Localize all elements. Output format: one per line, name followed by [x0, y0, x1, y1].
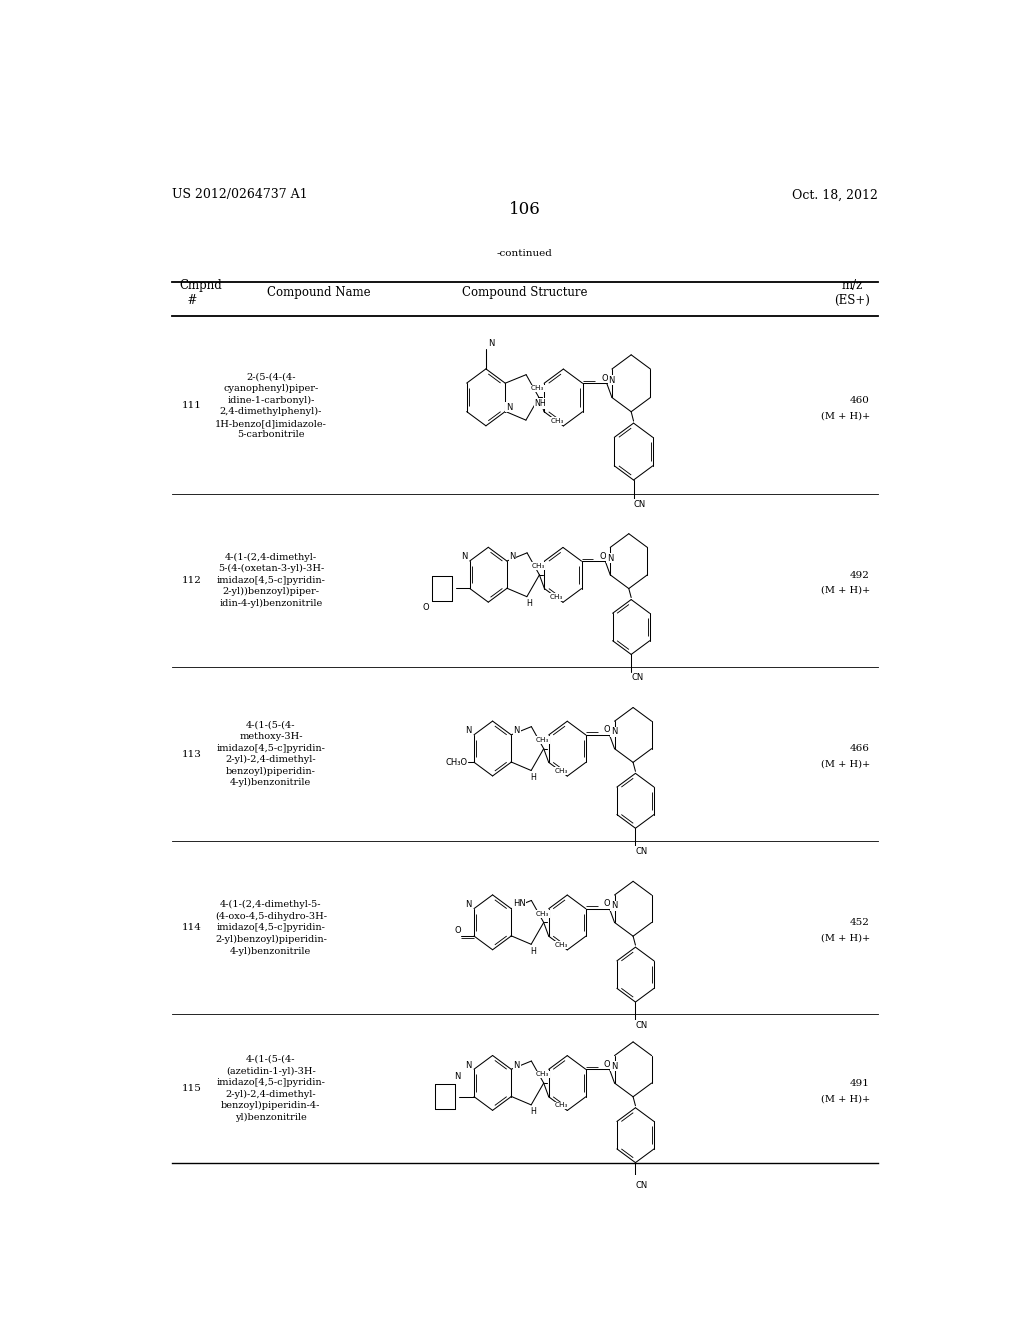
Text: (M + H)+: (M + H)+ — [821, 412, 870, 421]
Text: 4-(1-(5-(4-
methoxy-3H-
imidazo[4,5-c]pyridin-
2-yl)-2,4-dimethyl-
benzoyl)piper: 4-(1-(5-(4- methoxy-3H- imidazo[4,5-c]py… — [216, 721, 326, 788]
Text: CH₃: CH₃ — [550, 418, 563, 424]
Text: CH₃: CH₃ — [550, 594, 563, 601]
Text: H: H — [530, 774, 537, 783]
Text: O: O — [422, 603, 429, 611]
Text: N: N — [608, 376, 614, 384]
Text: 452: 452 — [850, 919, 870, 927]
Text: CN: CN — [636, 1181, 648, 1191]
Text: N: N — [513, 900, 520, 909]
Text: CH₃O: CH₃O — [445, 758, 468, 767]
Text: 491: 491 — [850, 1078, 870, 1088]
Text: Compound Name: Compound Name — [267, 286, 371, 300]
Text: US 2012/0264737 A1: US 2012/0264737 A1 — [172, 189, 307, 202]
Text: N: N — [513, 726, 520, 735]
Text: O: O — [601, 374, 607, 383]
Text: NH: NH — [535, 399, 547, 408]
Text: N: N — [454, 1072, 461, 1081]
Text: CN: CN — [636, 847, 648, 857]
Text: N: N — [465, 1061, 472, 1069]
Text: N: N — [611, 1061, 617, 1071]
Text: 115: 115 — [181, 1084, 202, 1093]
Text: CN: CN — [634, 500, 646, 508]
Text: N: N — [465, 900, 472, 909]
Text: Oct. 18, 2012: Oct. 18, 2012 — [793, 189, 878, 202]
Text: O: O — [599, 552, 606, 561]
Text: O: O — [604, 899, 610, 908]
Text: N: N — [488, 339, 495, 347]
Text: HN: HN — [513, 899, 525, 908]
Text: 2-(5-(4-(4-
cyanophenyl)piper-
idine-1-carbonyl)-
2,4-dimethylphenyl)-
1H-benzo[: 2-(5-(4-(4- cyanophenyl)piper- idine-1-c… — [215, 372, 327, 440]
Text: (M + H)+: (M + H)+ — [821, 586, 870, 595]
Text: CN: CN — [636, 1020, 648, 1030]
Text: CH₃: CH₃ — [554, 1102, 567, 1109]
Text: CH₃: CH₃ — [531, 385, 545, 391]
Text: N: N — [461, 553, 467, 561]
Text: H: H — [526, 599, 532, 609]
Text: (M + H)+: (M + H)+ — [821, 1094, 870, 1104]
Text: N: N — [509, 553, 516, 561]
Text: O: O — [604, 1060, 610, 1069]
Text: N: N — [611, 727, 617, 737]
Text: N: N — [607, 553, 613, 562]
Text: 460: 460 — [850, 396, 870, 405]
Text: CH₃: CH₃ — [536, 911, 549, 917]
Text: CH₃: CH₃ — [536, 1072, 549, 1077]
Text: (M + H)+: (M + H)+ — [821, 760, 870, 768]
Text: m/z
(ES+): m/z (ES+) — [835, 279, 870, 306]
Text: CH₃: CH₃ — [531, 564, 545, 569]
Text: 114: 114 — [181, 923, 202, 932]
Text: (M + H)+: (M + H)+ — [821, 933, 870, 942]
Text: CH₃: CH₃ — [536, 737, 549, 743]
Text: N: N — [465, 726, 472, 735]
Text: O: O — [455, 927, 461, 936]
Text: 492: 492 — [850, 570, 870, 579]
Text: N: N — [513, 1061, 520, 1069]
Text: H: H — [530, 946, 537, 956]
Text: CH₃: CH₃ — [554, 942, 567, 948]
Text: 112: 112 — [181, 576, 202, 585]
Text: 466: 466 — [850, 744, 870, 754]
Text: CN: CN — [632, 673, 644, 682]
Text: -continued: -continued — [497, 249, 553, 259]
Text: 111: 111 — [181, 401, 202, 411]
Text: 106: 106 — [509, 201, 541, 218]
Text: N: N — [611, 902, 617, 911]
Text: O: O — [604, 726, 610, 734]
Text: CH₃: CH₃ — [554, 768, 567, 774]
Text: 4-(1-(2,4-dimethyl-5-
(4-oxo-4,5-dihydro-3H-
imidazo[4,5-c]pyridin-
2-yl)benzoyl: 4-(1-(2,4-dimethyl-5- (4-oxo-4,5-dihydro… — [215, 900, 327, 956]
Text: Cmpnd
  #: Cmpnd # — [179, 279, 222, 306]
Text: N: N — [506, 403, 512, 412]
Text: 113: 113 — [181, 750, 202, 759]
Text: Compound Structure: Compound Structure — [462, 286, 588, 300]
Text: H: H — [530, 1107, 537, 1117]
Text: 4-(1-(5-(4-
(azetidin-1-yl)-3H-
imidazo[4,5-c]pyridin-
2-yl)-2,4-dimethyl-
benzo: 4-(1-(5-(4- (azetidin-1-yl)-3H- imidazo[… — [216, 1055, 326, 1122]
Text: 4-(1-(2,4-dimethyl-
5-(4-(oxetan-3-yl)-3H-
imidazo[4,5-c]pyridin-
2-yl))benzoyl): 4-(1-(2,4-dimethyl- 5-(4-(oxetan-3-yl)-3… — [216, 553, 326, 609]
